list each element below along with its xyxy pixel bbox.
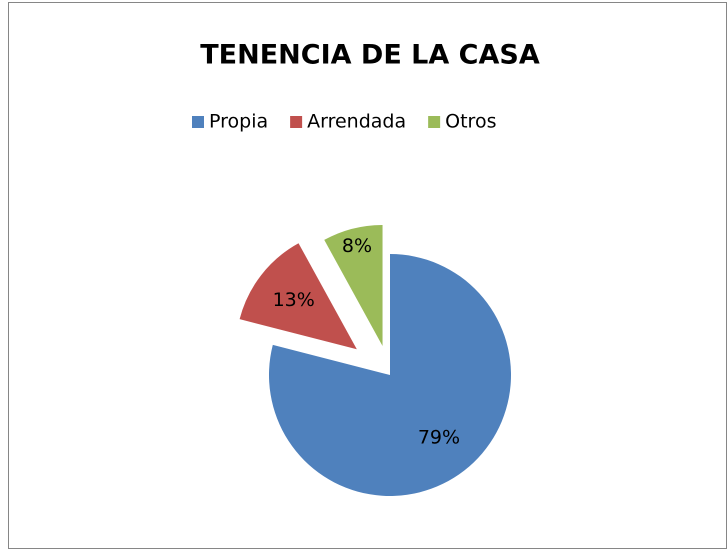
data-label: 8%	[342, 235, 372, 257]
pie-slice	[269, 254, 511, 497]
legend-label: Arrendada	[307, 111, 406, 133]
data-label: 79%	[418, 427, 460, 449]
legend-swatch	[428, 116, 441, 128]
legend-swatch	[192, 116, 204, 128]
legend-swatch	[290, 116, 303, 128]
legend-label: Propia	[209, 111, 268, 133]
pie-slice	[324, 224, 383, 346]
pie-slice	[239, 243, 357, 350]
legend-label: Otros	[445, 111, 496, 133]
chart-title: TENENCIA DE LA CASA	[200, 40, 540, 71]
data-label: 13%	[273, 289, 315, 311]
